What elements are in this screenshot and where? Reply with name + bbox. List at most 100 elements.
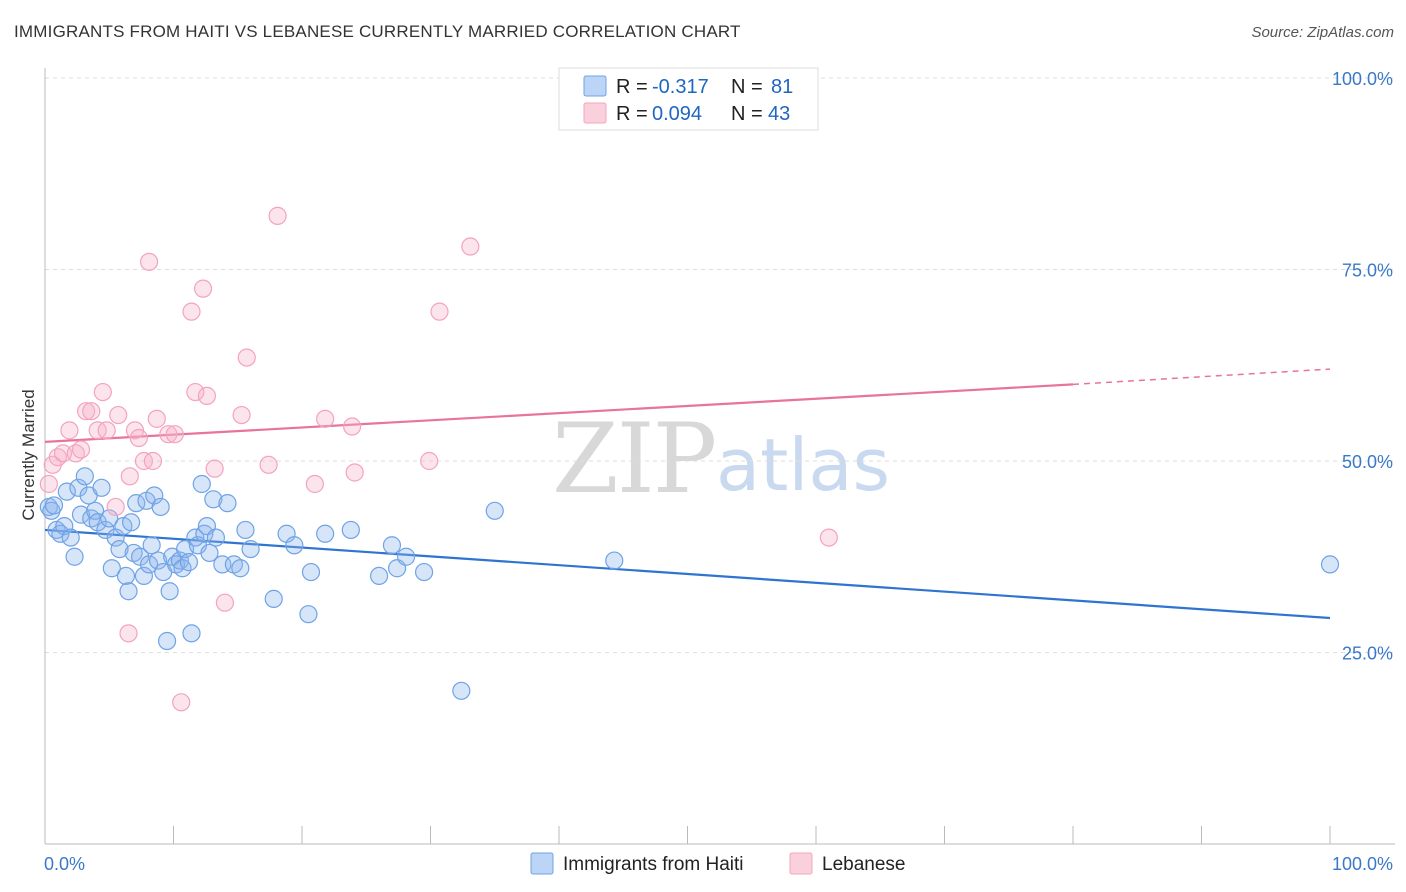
- haiti-point: [71, 505, 91, 524]
- haiti-point: [55, 517, 74, 536]
- lebanese-point: [461, 237, 480, 256]
- lebanese-point: [60, 421, 79, 440]
- lebanese-point: [165, 425, 184, 444]
- haiti-point: [121, 513, 141, 532]
- haiti-point: [200, 543, 219, 563]
- haiti-point: [605, 551, 624, 570]
- lebanese-point: [120, 467, 139, 486]
- haiti-point: [151, 497, 170, 517]
- lebanese-point: [819, 528, 838, 547]
- lebanese-point: [106, 497, 125, 517]
- legend-label-haiti: Immigrants from Haiti: [563, 854, 744, 875]
- haiti-point: [299, 605, 318, 624]
- lebanese-point: [119, 624, 138, 643]
- lebanese-point: [316, 409, 335, 428]
- haiti-point: [179, 553, 199, 572]
- lebanese-point: [420, 451, 439, 471]
- lebanese-point: [186, 382, 205, 402]
- haiti-point: [396, 547, 416, 566]
- haiti-point: [382, 536, 402, 555]
- y-tick-label: 25.0%: [1342, 644, 1393, 664]
- haiti-point: [264, 589, 283, 608]
- haiti-point: [485, 501, 504, 520]
- haiti-point: [100, 509, 119, 528]
- lebanese-swatch: [583, 102, 607, 124]
- haiti-point: [370, 566, 389, 586]
- haiti-point: [285, 536, 304, 555]
- lebanese-point: [93, 382, 112, 402]
- lebanese-point: [268, 206, 287, 225]
- haiti-point: [218, 494, 237, 513]
- x-tick-label: 0.0%: [44, 854, 85, 874]
- legend-swatch-haiti: [530, 852, 554, 875]
- haiti-point: [69, 478, 88, 497]
- lebanese-point: [215, 593, 234, 612]
- lebanese-point: [232, 405, 251, 425]
- y-tick-label: 100.0%: [1332, 69, 1393, 89]
- watermark: ZIP atlas: [552, 403, 890, 515]
- watermark-atlas: atlas: [716, 423, 890, 507]
- haiti-point: [231, 559, 250, 578]
- axes: [44, 68, 1395, 845]
- legend-label-lebanese: Lebanese: [822, 854, 905, 875]
- lebanese-point: [129, 428, 148, 448]
- haiti-point: [142, 536, 161, 555]
- lebanese-point: [305, 474, 324, 494]
- lebanese-trend-line: [44, 383, 1074, 443]
- legend-swatch-lebanese: [789, 852, 813, 875]
- trend-lines: [44, 368, 1331, 620]
- data-points: [39, 206, 1340, 712]
- lebanese-point: [197, 386, 217, 405]
- stats-legend: R = -0.317 N = 81 R = 0.094 N = 43: [558, 67, 819, 131]
- lebanese-point: [205, 459, 224, 478]
- y-tick-label: 75.0%: [1342, 261, 1393, 281]
- haiti-point: [61, 528, 80, 547]
- haiti-point: [139, 555, 159, 574]
- haiti-trend-line: [44, 528, 1331, 620]
- lebanese-point: [82, 402, 101, 421]
- lebanese-point: [143, 451, 163, 471]
- haiti-point: [1320, 555, 1340, 574]
- lebanese-trend-line-extension: [1072, 368, 1331, 386]
- y-axis-label: Currently Married: [19, 389, 38, 520]
- haiti-point: [157, 631, 177, 651]
- watermark-zip: ZIP: [552, 403, 715, 515]
- haiti-point: [75, 467, 94, 486]
- haiti-point: [341, 520, 360, 540]
- haiti-point: [44, 496, 64, 515]
- lebanese-point: [97, 421, 116, 440]
- haiti-point: [452, 681, 471, 700]
- lebanese-n-value: 43: [768, 103, 790, 125]
- lebanese-point: [147, 409, 166, 428]
- haiti-point: [86, 501, 105, 520]
- bottom-legend: Immigrants from Haiti Lebanese: [530, 852, 905, 875]
- lebanese-n-label: N =: [731, 103, 763, 125]
- lebanese-point: [53, 444, 73, 463]
- lebanese-point: [430, 302, 449, 321]
- chart-title: IMMIGRANTS FROM HAITI VS LEBANESE CURREN…: [14, 22, 741, 41]
- haiti-n-label: N =: [731, 76, 763, 98]
- haiti-point: [134, 566, 154, 586]
- lebanese-r-value: 0.094: [652, 103, 702, 125]
- lebanese-point: [345, 463, 364, 482]
- haiti-point: [316, 524, 335, 543]
- y-tick-label: 50.0%: [1342, 452, 1393, 472]
- x-tick-label: 100.0%: [1332, 854, 1393, 874]
- haiti-swatch: [583, 75, 607, 97]
- haiti-point: [204, 490, 223, 509]
- haiti-r-value: -0.317: [652, 76, 709, 98]
- haiti-point: [102, 559, 121, 578]
- haiti-point: [119, 582, 138, 601]
- haiti-point: [414, 562, 434, 582]
- lebanese-point: [77, 402, 96, 421]
- lebanese-point: [39, 474, 58, 494]
- lebanese-point: [193, 279, 213, 298]
- haiti-point: [65, 547, 84, 566]
- lebanese-point: [182, 302, 201, 321]
- lebanese-point: [343, 417, 362, 436]
- haiti-point: [182, 624, 201, 643]
- haiti-point: [241, 539, 260, 559]
- haiti-point: [206, 528, 226, 547]
- lebanese-point: [237, 348, 256, 367]
- haiti-point: [110, 539, 129, 559]
